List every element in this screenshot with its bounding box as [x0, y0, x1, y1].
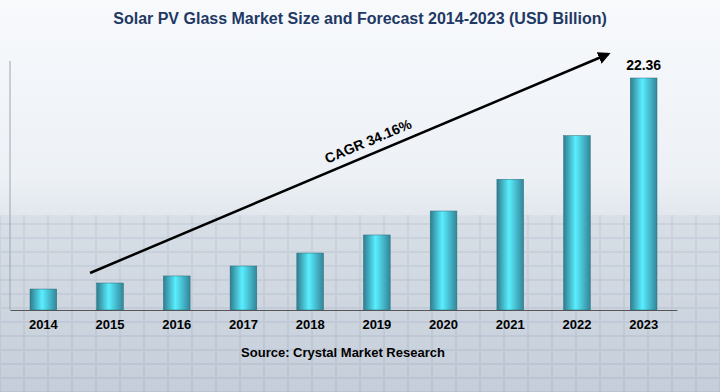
cagr-arrow [90, 54, 608, 273]
x-tick-label: 2021 [496, 317, 525, 332]
x-tick-label: 2022 [562, 317, 591, 332]
x-tick-label: 2023 [629, 317, 658, 332]
x-tick-label: 2014 [29, 317, 59, 332]
bar [163, 276, 190, 310]
source-note: Source: Crystal Market Research [241, 345, 445, 360]
x-tick-label: 2016 [162, 317, 191, 332]
bar [564, 136, 591, 310]
x-tick-label: 2017 [229, 317, 258, 332]
bars [30, 78, 657, 310]
y-axis-line [10, 61, 11, 310]
data-labels: 22.36 [626, 57, 661, 73]
bar [30, 289, 57, 310]
x-tick: 2014 [29, 310, 59, 332]
chart-title: Solar PV Glass Market Size and Forecast … [113, 10, 607, 27]
bar [97, 283, 124, 310]
bar [230, 266, 257, 310]
bar [430, 211, 457, 310]
bar [297, 253, 324, 310]
x-tick: 2016 [162, 310, 191, 332]
annotation: CAGR 34.16% [322, 115, 414, 166]
data-label: 22.36 [626, 57, 661, 73]
x-tick: 2019 [362, 310, 391, 332]
x-tick: 2018 [296, 310, 325, 332]
x-tick: 2023 [629, 310, 658, 332]
bar [497, 179, 524, 310]
x-tick: 2015 [96, 310, 125, 332]
x-tick: 2017 [229, 310, 258, 332]
bar [364, 235, 391, 310]
background-veil [0, 0, 720, 392]
x-tick: 2021 [496, 310, 525, 332]
chart-svg: Solar PV Glass Market Size and Forecast … [0, 0, 720, 392]
x-tick-label: 2015 [96, 317, 125, 332]
x-tick-label: 2019 [362, 317, 391, 332]
x-axis-line [11, 310, 678, 311]
x-tick: 2020 [429, 310, 458, 332]
x-axis: 2014 2015 2016 2017 2018 2019 2020 2021 2022 2023 [11, 310, 678, 332]
x-tick: 2022 [562, 310, 591, 332]
x-tick-label: 2018 [296, 317, 325, 332]
bar [630, 78, 657, 310]
x-tick-label: 2020 [429, 317, 458, 332]
background [0, 0, 720, 392]
